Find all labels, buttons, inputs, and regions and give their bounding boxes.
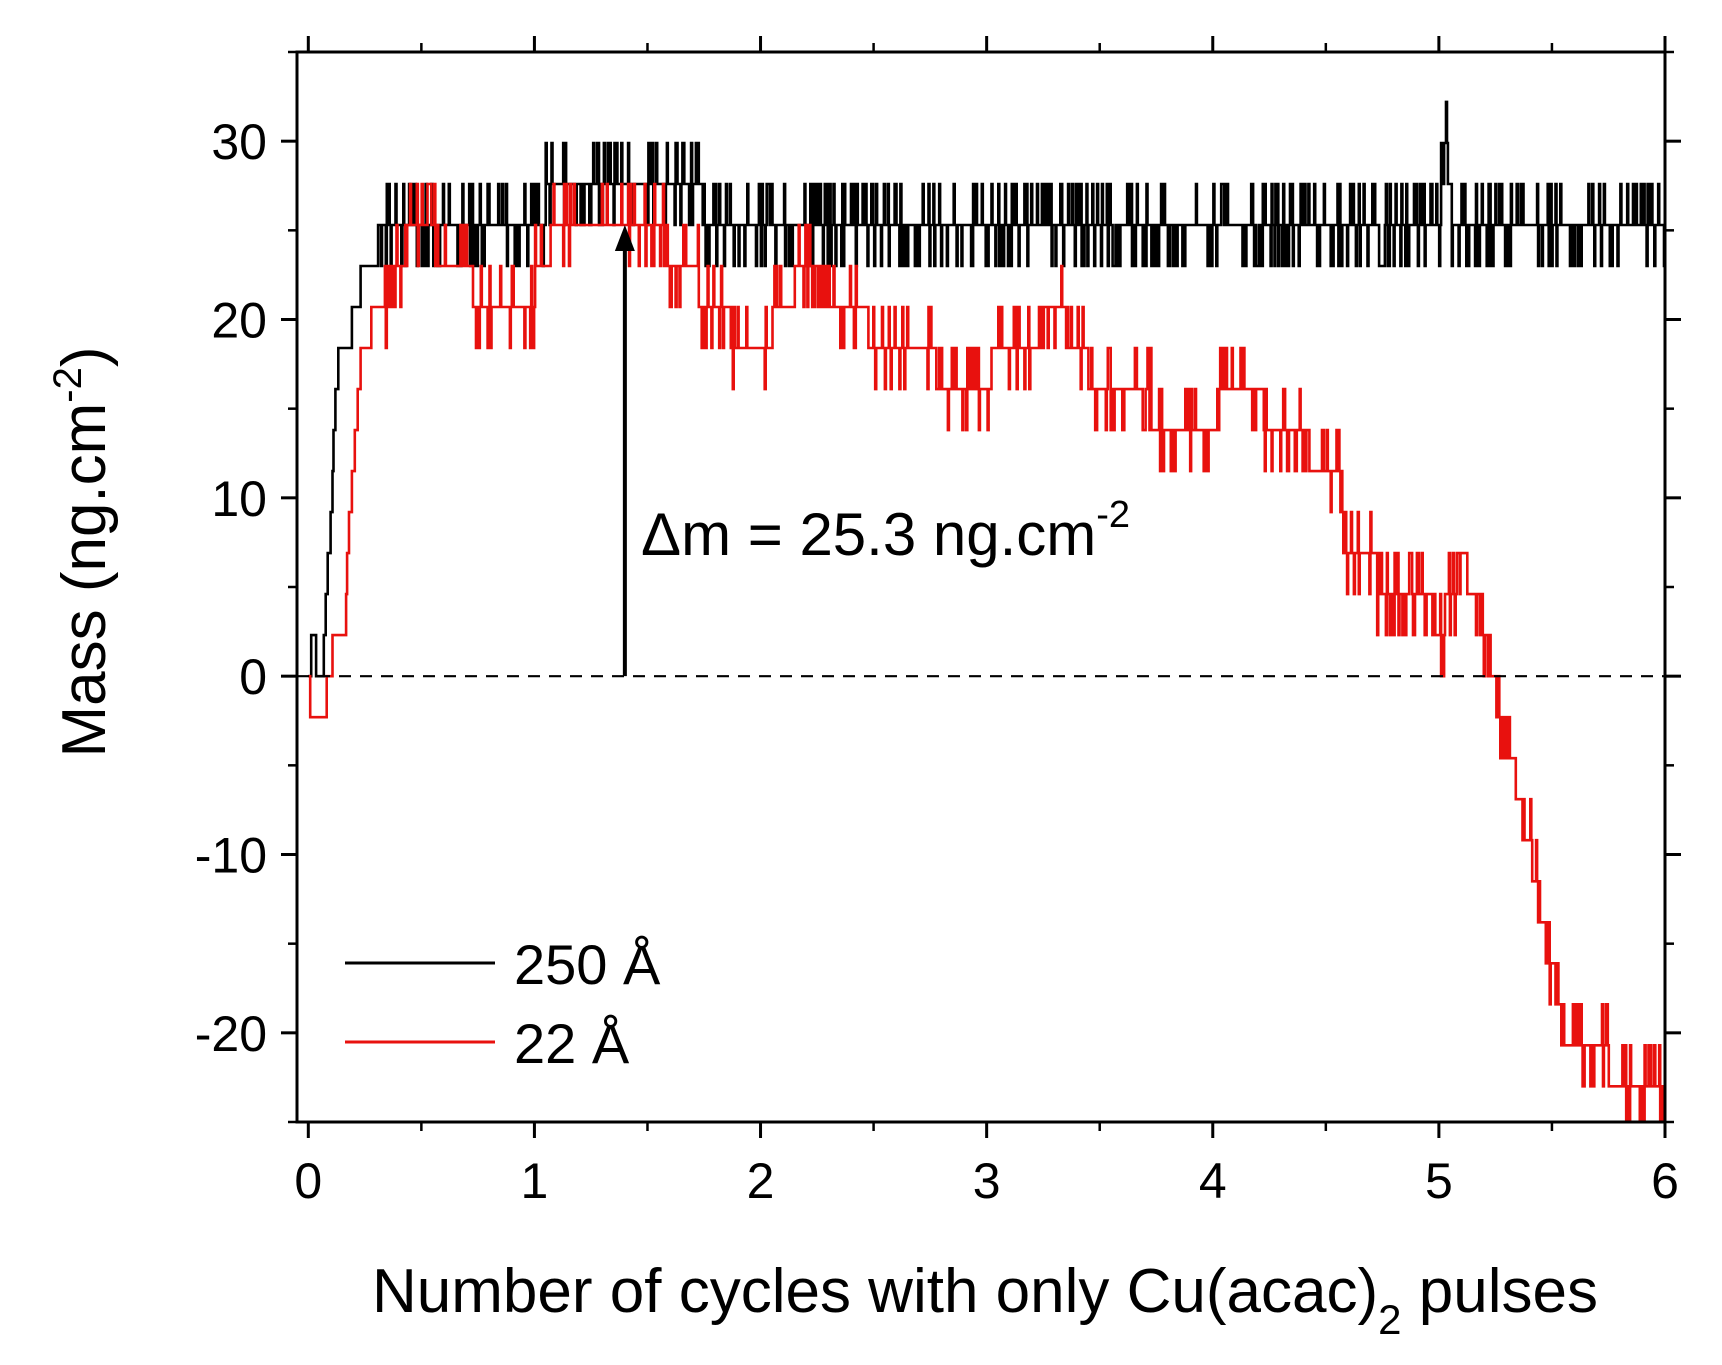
x-tick-label: 4	[1199, 1153, 1227, 1209]
x-tick-label: 5	[1425, 1153, 1453, 1209]
x-tick-label: 3	[973, 1153, 1001, 1209]
y-axis-title: Mass (ng.cm-2)	[46, 346, 119, 757]
series-layer	[308, 100, 1667, 1124]
y-tick-label: 30	[211, 114, 267, 170]
x-tick-label: 0	[294, 1153, 322, 1209]
annotation-arrow	[614, 224, 635, 677]
y-tick-label: -20	[195, 1006, 267, 1062]
legend-label-250: 250 Å	[514, 933, 661, 996]
y-tick-label: 0	[239, 649, 267, 705]
axis-ticks	[281, 36, 1681, 1138]
series-line-22A	[308, 182, 1666, 1124]
delta-m-annotation: Δm = 25.3 ng.cm-2	[641, 494, 1130, 568]
arrow-head	[614, 224, 635, 251]
axis-tick-labels: 0 1 2 3 4 5 6 -20 -10 0 10 20 30	[195, 114, 1679, 1209]
series-line-250A	[308, 100, 1667, 678]
legend-label-22: 22 Å	[514, 1012, 630, 1075]
y-tick-label: 20	[211, 293, 267, 349]
legend: 250 Å 22 Å	[345, 933, 661, 1075]
x-tick-label: 6	[1651, 1153, 1679, 1209]
y-tick-label: 10	[211, 471, 267, 527]
x-tick-label: 1	[521, 1153, 549, 1209]
x-axis-title: Number of cycles with only Cu(acac)2 pul…	[372, 1257, 1598, 1343]
y-tick-label: -10	[195, 828, 267, 884]
x-tick-label: 2	[747, 1153, 775, 1209]
